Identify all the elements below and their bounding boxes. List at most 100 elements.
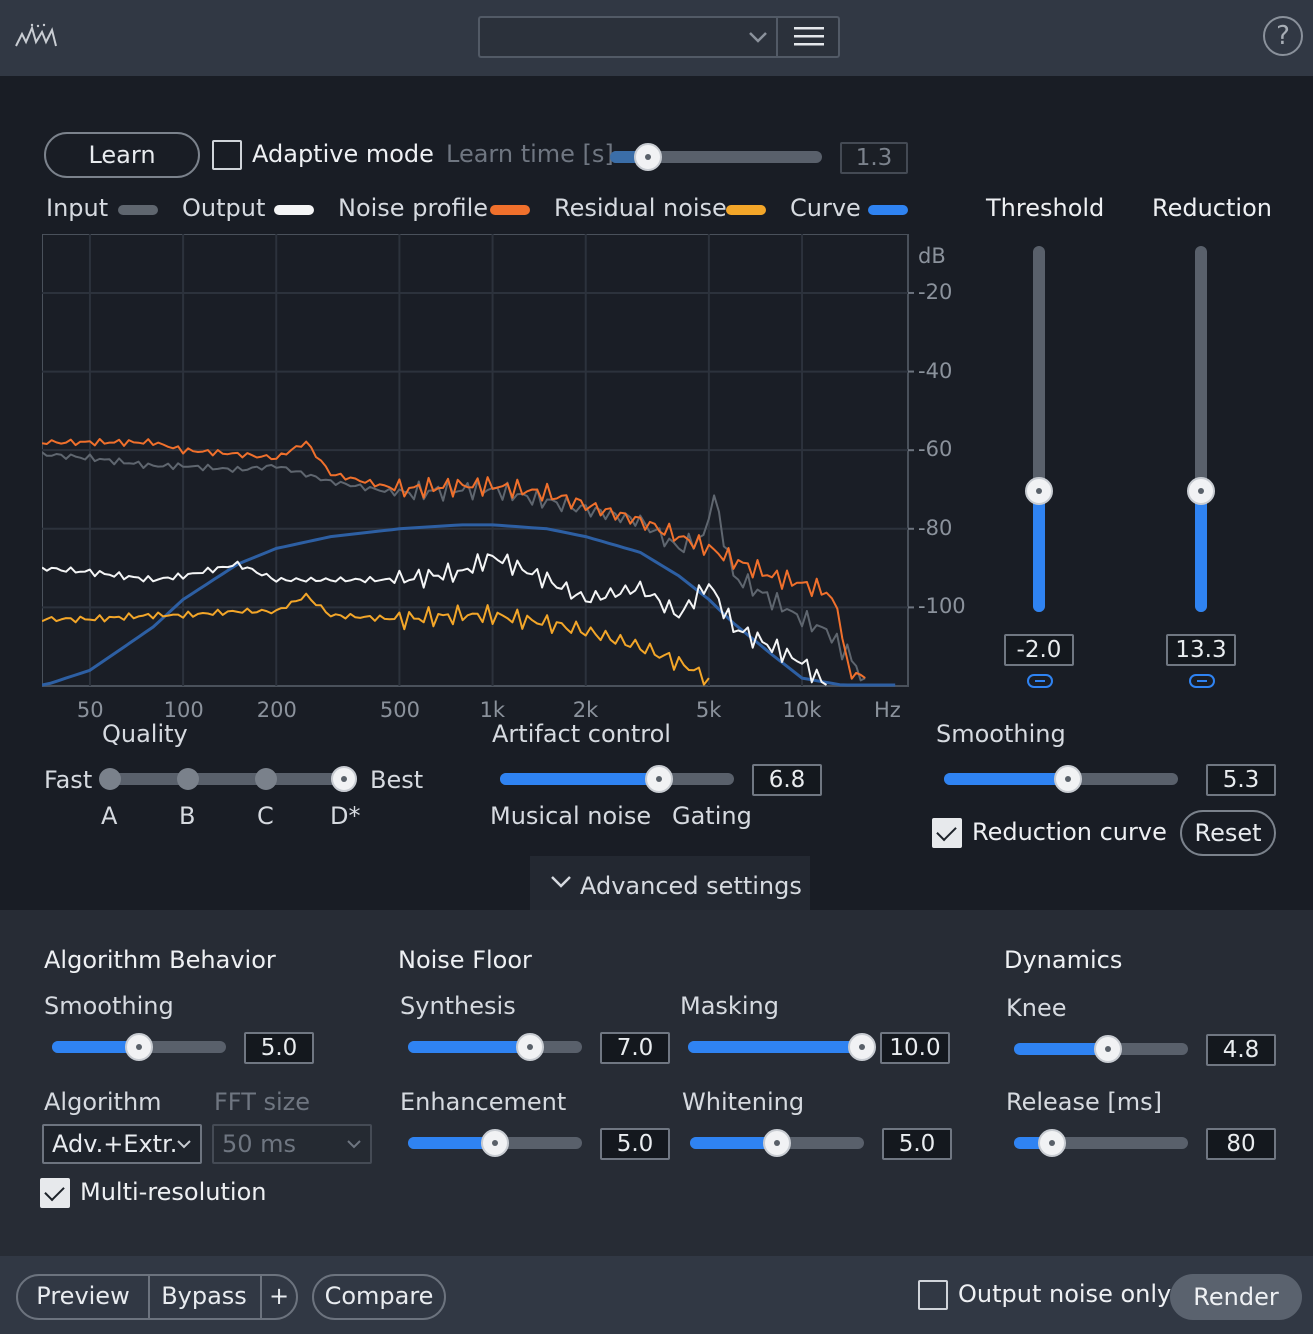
bypass-button[interactable]: Bypass xyxy=(148,1274,262,1320)
adv-smoothing-knob[interactable] xyxy=(125,1033,153,1061)
artifact-control-knob[interactable] xyxy=(645,765,674,793)
legend-noise-profile-label: Noise profile xyxy=(338,194,489,222)
adaptive-mode-checkbox[interactable] xyxy=(212,140,242,170)
learn-button[interactable]: Learn xyxy=(44,132,200,178)
adv-smoothing-value[interactable]: 5.0 xyxy=(244,1032,314,1064)
reduction-slider[interactable] xyxy=(1195,246,1207,612)
learn-time-value[interactable]: 1.3 xyxy=(840,142,908,174)
menu-button[interactable] xyxy=(776,16,840,58)
quality-stop[interactable] xyxy=(99,768,121,790)
quality-stop[interactable] xyxy=(331,766,357,792)
preset-dropdown[interactable] xyxy=(478,16,778,58)
render-button[interactable]: Render xyxy=(1170,1274,1302,1320)
reduction-value[interactable]: 13.3 xyxy=(1166,634,1236,666)
threshold-slider[interactable] xyxy=(1033,246,1045,612)
masking-slider[interactable] xyxy=(688,1041,862,1053)
synthesis-knob[interactable] xyxy=(515,1033,544,1061)
algorithm-behavior-title: Algorithm Behavior xyxy=(44,946,276,974)
compare-button[interactable]: Compare xyxy=(312,1274,446,1320)
y-tick-label: -40 xyxy=(918,358,953,383)
preview-button[interactable]: Preview xyxy=(16,1274,150,1320)
release-knob[interactable] xyxy=(1038,1129,1067,1157)
legend-noise-profile-swatch xyxy=(490,205,530,215)
adaptive-mode-label: Adaptive mode xyxy=(252,140,434,168)
knee-value[interactable]: 4.8 xyxy=(1206,1034,1276,1066)
knee-knob[interactable] xyxy=(1093,1035,1122,1063)
masking-label: Masking xyxy=(680,992,779,1020)
quality-slider[interactable] xyxy=(100,773,354,785)
synthesis-slider[interactable] xyxy=(408,1041,582,1053)
threshold-fill xyxy=(1033,491,1045,612)
quality-stop[interactable] xyxy=(177,768,199,790)
enhancement-value[interactable]: 5.0 xyxy=(600,1128,670,1160)
add-bypass-button[interactable]: + xyxy=(260,1274,298,1320)
series-output xyxy=(42,553,828,686)
chevron-down-icon xyxy=(177,1140,191,1149)
x-tick-label: 500 xyxy=(379,698,420,722)
learn-time-knob[interactable] xyxy=(634,143,663,171)
gating-label: Gating xyxy=(672,802,752,830)
enhancement-label: Enhancement xyxy=(400,1088,567,1116)
synthesis-fill xyxy=(408,1041,530,1053)
quality-stop[interactable] xyxy=(255,768,277,790)
x-tick-label: 1k xyxy=(479,698,506,722)
reset-button[interactable]: Reset xyxy=(1180,810,1276,856)
quality-option-a[interactable]: A xyxy=(101,802,118,830)
x-tick-label: 10k xyxy=(782,698,822,722)
whitening-knob[interactable] xyxy=(763,1129,791,1157)
artifact-control-fill xyxy=(500,773,660,785)
y-tick-label: -20 xyxy=(918,279,953,304)
series-residual-noise xyxy=(42,592,710,686)
hamburger-icon xyxy=(794,27,824,46)
learn-time-label: Learn time [s] xyxy=(446,140,614,168)
whitening-value[interactable]: 5.0 xyxy=(882,1128,952,1160)
bottom-bar xyxy=(0,1256,1313,1334)
musical-noise-label: Musical noise xyxy=(490,802,652,830)
threshold-link-icon[interactable] xyxy=(1027,674,1053,688)
algorithm-select[interactable]: Adv.+Extr. xyxy=(42,1124,202,1164)
y-tick-label: -100 xyxy=(918,594,966,619)
synthesis-value[interactable]: 7.0 xyxy=(600,1032,670,1064)
spectrum-graph[interactable] xyxy=(42,234,914,688)
advanced-settings-toggle[interactable] xyxy=(530,856,810,910)
artifact-control-value[interactable]: 6.8 xyxy=(752,764,822,796)
smoothing-knob[interactable] xyxy=(1054,765,1083,793)
reduction-link-icon[interactable] xyxy=(1189,674,1215,688)
smoothing-fill xyxy=(944,773,1069,785)
fft-size-label: FFT size xyxy=(214,1088,311,1116)
reduction-curve-checkbox[interactable] xyxy=(932,818,962,848)
multi-resolution-checkbox[interactable] xyxy=(40,1178,70,1208)
quality-option-c[interactable]: C xyxy=(257,802,274,830)
chevron-down-icon xyxy=(551,876,571,888)
x-tick-label: 100 xyxy=(163,698,204,722)
chevron-down-icon[interactable] xyxy=(744,26,772,48)
advanced-settings-label: Advanced settings xyxy=(580,872,802,900)
threshold-knob[interactable] xyxy=(1025,477,1053,506)
output-noise-only-checkbox[interactable] xyxy=(918,1280,948,1310)
threshold-value[interactable]: -2.0 xyxy=(1004,634,1074,666)
masking-value[interactable]: 10.0 xyxy=(880,1032,950,1064)
fft-size-select[interactable]: 50 ms xyxy=(212,1124,372,1164)
help-button[interactable]: ? xyxy=(1263,16,1303,56)
artifact-control-slider[interactable] xyxy=(500,773,734,785)
x-tick-label: 200 xyxy=(256,698,297,722)
dynamics-title: Dynamics xyxy=(1004,946,1123,974)
whitening-fill xyxy=(690,1137,777,1149)
y-tick-label: -60 xyxy=(918,437,953,462)
quality-option-b[interactable]: B xyxy=(179,802,196,830)
logo-icon xyxy=(15,23,57,47)
reduction-label: Reduction xyxy=(1152,194,1272,222)
smoothing-value[interactable]: 5.3 xyxy=(1206,764,1276,796)
quality-option-d[interactable]: D* xyxy=(330,802,361,830)
x-unit-label: Hz xyxy=(874,698,901,722)
whitening-label: Whitening xyxy=(682,1088,805,1116)
release-value[interactable]: 80 xyxy=(1206,1128,1276,1160)
enhancement-knob[interactable] xyxy=(481,1129,509,1157)
spectrum-svg xyxy=(42,234,914,687)
reduction-fill xyxy=(1195,491,1207,612)
quality-fast-label: Fast xyxy=(44,766,93,794)
noise-floor-title: Noise Floor xyxy=(398,946,532,974)
reduction-knob[interactable] xyxy=(1187,477,1215,506)
fft-size-value: 50 ms xyxy=(222,1130,297,1158)
masking-knob[interactable] xyxy=(848,1033,876,1061)
